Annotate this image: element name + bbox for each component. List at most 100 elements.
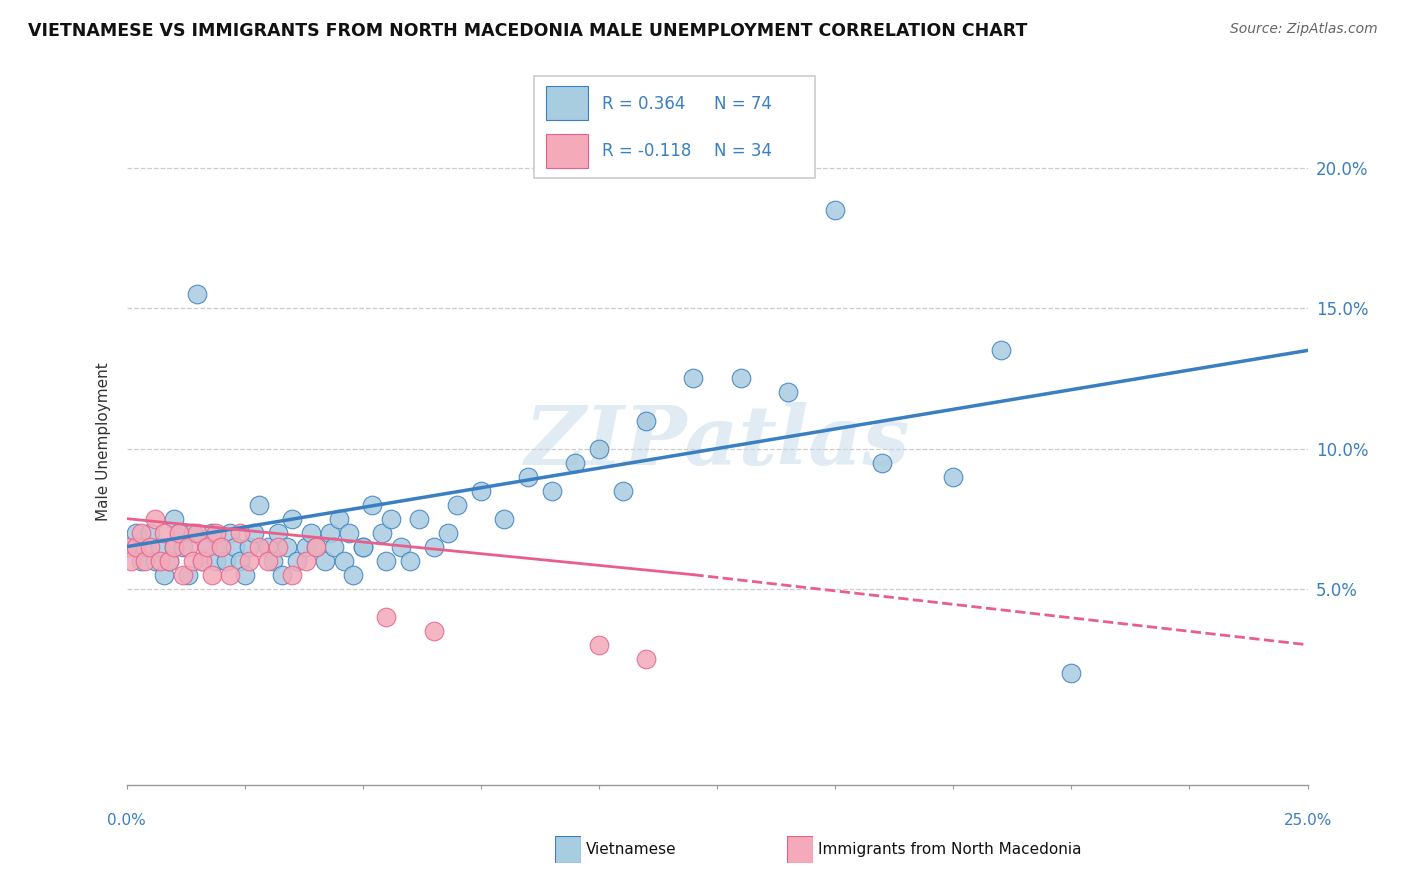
Point <box>389 540 412 554</box>
Point <box>134 554 156 568</box>
Point <box>115 540 138 554</box>
Point <box>323 540 346 554</box>
Point <box>612 483 634 498</box>
Point <box>129 554 152 568</box>
Point <box>195 540 218 554</box>
Point <box>205 554 228 568</box>
Point <box>446 498 468 512</box>
Point <box>143 511 166 525</box>
Text: Source: ZipAtlas.com: Source: ZipAtlas.com <box>1230 22 1378 37</box>
Point <box>143 554 166 568</box>
Point <box>120 554 142 568</box>
Point <box>257 540 280 554</box>
Point <box>588 442 610 456</box>
Point <box>134 540 156 554</box>
Point <box>186 525 208 540</box>
Point <box>776 385 799 400</box>
Point <box>209 540 232 554</box>
Point <box>186 287 208 301</box>
Point <box>139 525 162 540</box>
Point <box>229 525 252 540</box>
Point <box>328 511 350 525</box>
Point <box>276 540 298 554</box>
Point <box>181 554 204 568</box>
Point <box>314 554 336 568</box>
Point <box>229 554 252 568</box>
Point <box>157 554 180 568</box>
Text: N = 34: N = 34 <box>714 142 772 160</box>
Point <box>730 371 752 385</box>
Point <box>436 525 458 540</box>
Point <box>238 540 260 554</box>
Point <box>219 525 242 540</box>
Point <box>191 554 214 568</box>
Point <box>163 540 186 554</box>
Point <box>337 525 360 540</box>
Point <box>295 554 318 568</box>
Point <box>195 540 218 554</box>
Point <box>422 624 444 638</box>
Point <box>470 483 492 498</box>
Text: R = -0.118: R = -0.118 <box>602 142 692 160</box>
Point <box>215 554 238 568</box>
Point <box>588 638 610 652</box>
Point <box>153 525 176 540</box>
Point <box>125 525 148 540</box>
Point <box>172 567 194 582</box>
Text: 0.0%: 0.0% <box>107 814 146 828</box>
Point <box>281 567 304 582</box>
Y-axis label: Male Unemployment: Male Unemployment <box>96 362 111 521</box>
Point <box>990 343 1012 358</box>
Point <box>636 413 658 427</box>
Point <box>352 540 374 554</box>
Point <box>271 567 294 582</box>
Point <box>163 511 186 525</box>
Text: Vietnamese: Vietnamese <box>586 842 676 856</box>
FancyBboxPatch shape <box>555 836 581 863</box>
Point <box>167 525 190 540</box>
Point <box>375 609 398 624</box>
FancyBboxPatch shape <box>546 135 588 168</box>
Point <box>1060 665 1083 680</box>
Point <box>285 554 308 568</box>
Point <box>299 525 322 540</box>
Point <box>177 540 200 554</box>
Text: R = 0.364: R = 0.364 <box>602 95 685 112</box>
Point <box>139 540 162 554</box>
Point <box>267 525 290 540</box>
Point <box>115 540 138 554</box>
Text: VIETNAMESE VS IMMIGRANTS FROM NORTH MACEDONIA MALE UNEMPLOYMENT CORRELATION CHAR: VIETNAMESE VS IMMIGRANTS FROM NORTH MACE… <box>28 22 1028 40</box>
Point <box>267 540 290 554</box>
Point <box>209 540 232 554</box>
Point <box>318 525 340 540</box>
Point <box>247 540 270 554</box>
Point <box>200 567 222 582</box>
Point <box>205 525 228 540</box>
Point <box>238 554 260 568</box>
Point <box>872 456 894 470</box>
Text: 25.0%: 25.0% <box>1284 814 1331 828</box>
Point <box>281 511 304 525</box>
Point <box>352 540 374 554</box>
Point <box>380 511 402 525</box>
Point <box>243 525 266 540</box>
Point <box>942 469 965 483</box>
Point <box>157 554 180 568</box>
Point <box>153 567 176 582</box>
Text: ZIPatlas: ZIPatlas <box>524 401 910 482</box>
FancyBboxPatch shape <box>546 87 588 120</box>
Point <box>422 540 444 554</box>
Point <box>177 567 200 582</box>
Point <box>181 525 204 540</box>
Point <box>370 525 392 540</box>
Point <box>149 554 172 568</box>
Point <box>342 567 364 582</box>
Point <box>172 540 194 554</box>
Point <box>517 469 540 483</box>
Point <box>191 554 214 568</box>
Point <box>200 525 222 540</box>
Point <box>333 554 356 568</box>
Text: Immigrants from North Macedonia: Immigrants from North Macedonia <box>818 842 1081 856</box>
Point <box>540 483 562 498</box>
FancyBboxPatch shape <box>787 836 813 863</box>
